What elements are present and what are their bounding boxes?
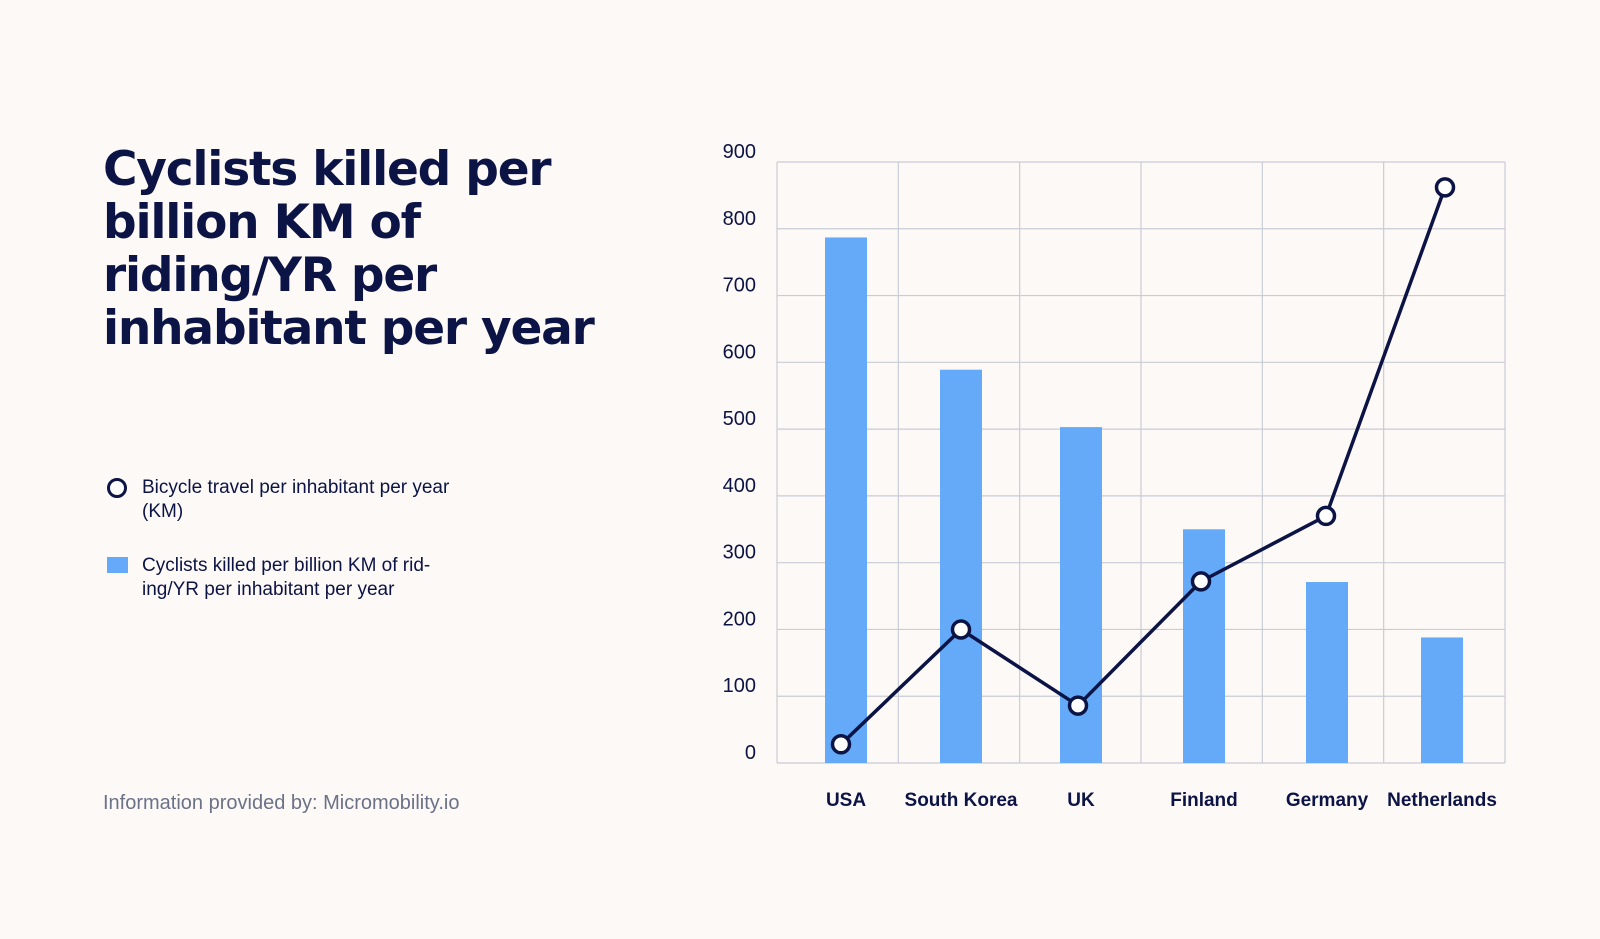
- x-tick-label: South Korea: [905, 790, 1018, 811]
- bar-netherlands: [1421, 637, 1463, 763]
- x-tick-label: Finland: [1170, 790, 1238, 811]
- y-tick-label: 400: [723, 475, 756, 497]
- line-point-uk: [1067, 695, 1089, 716]
- line-series: [839, 186, 1447, 746]
- y-tick-label: 900: [723, 141, 756, 163]
- y-tick-label: 0: [745, 742, 756, 764]
- bar-finland: [1183, 529, 1225, 763]
- chart-title: Cyclists killed per billion KM of riding…: [103, 142, 595, 356]
- line-point-germany: [1315, 505, 1337, 527]
- y-tick-label: 100: [723, 675, 756, 697]
- line-point-netherlands: [1434, 177, 1456, 198]
- legend-bar-label: Cyclists killed per billion KM of rid-in…: [142, 555, 431, 600]
- legend-circle-marker-icon: [107, 478, 127, 498]
- x-tick-label: UK: [1067, 790, 1095, 811]
- line-point-finland: [1190, 571, 1212, 592]
- bar-germany: [1306, 582, 1348, 763]
- line-point-usa: [830, 734, 852, 755]
- bar-usa: [825, 237, 867, 764]
- legend-line-label: Bicycle travel per inhabitant per year (…: [142, 477, 450, 522]
- y-tick-label: 800: [723, 208, 756, 230]
- y-tick-label: 700: [723, 275, 756, 297]
- legend-item-line: Bicycle travel per inhabitant per year (…: [106, 476, 486, 524]
- y-tick-label: 300: [723, 542, 756, 564]
- legend-item-bar: Cyclists killed per billion KM of rid-in…: [106, 554, 486, 602]
- line-point-south-korea: [950, 619, 972, 640]
- y-tick-label: 600: [723, 341, 756, 363]
- x-tick-label: USA: [826, 790, 866, 811]
- x-tick-label: Netherlands: [1387, 790, 1497, 811]
- x-tick-label: Germany: [1286, 790, 1369, 811]
- bar-south-korea: [940, 369, 982, 763]
- y-tick-label: 500: [723, 408, 756, 430]
- legend-bar-swatch-icon: [107, 557, 128, 573]
- legend: Bicycle travel per inhabitant per year (…: [106, 476, 486, 602]
- y-tick-label: 200: [723, 608, 756, 630]
- source-note: Information provided by: Micromobility.i…: [103, 792, 460, 814]
